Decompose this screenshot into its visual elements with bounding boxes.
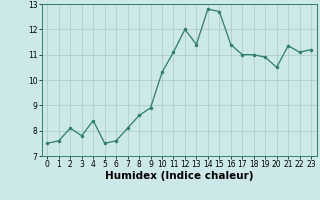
X-axis label: Humidex (Indice chaleur): Humidex (Indice chaleur) — [105, 171, 253, 181]
